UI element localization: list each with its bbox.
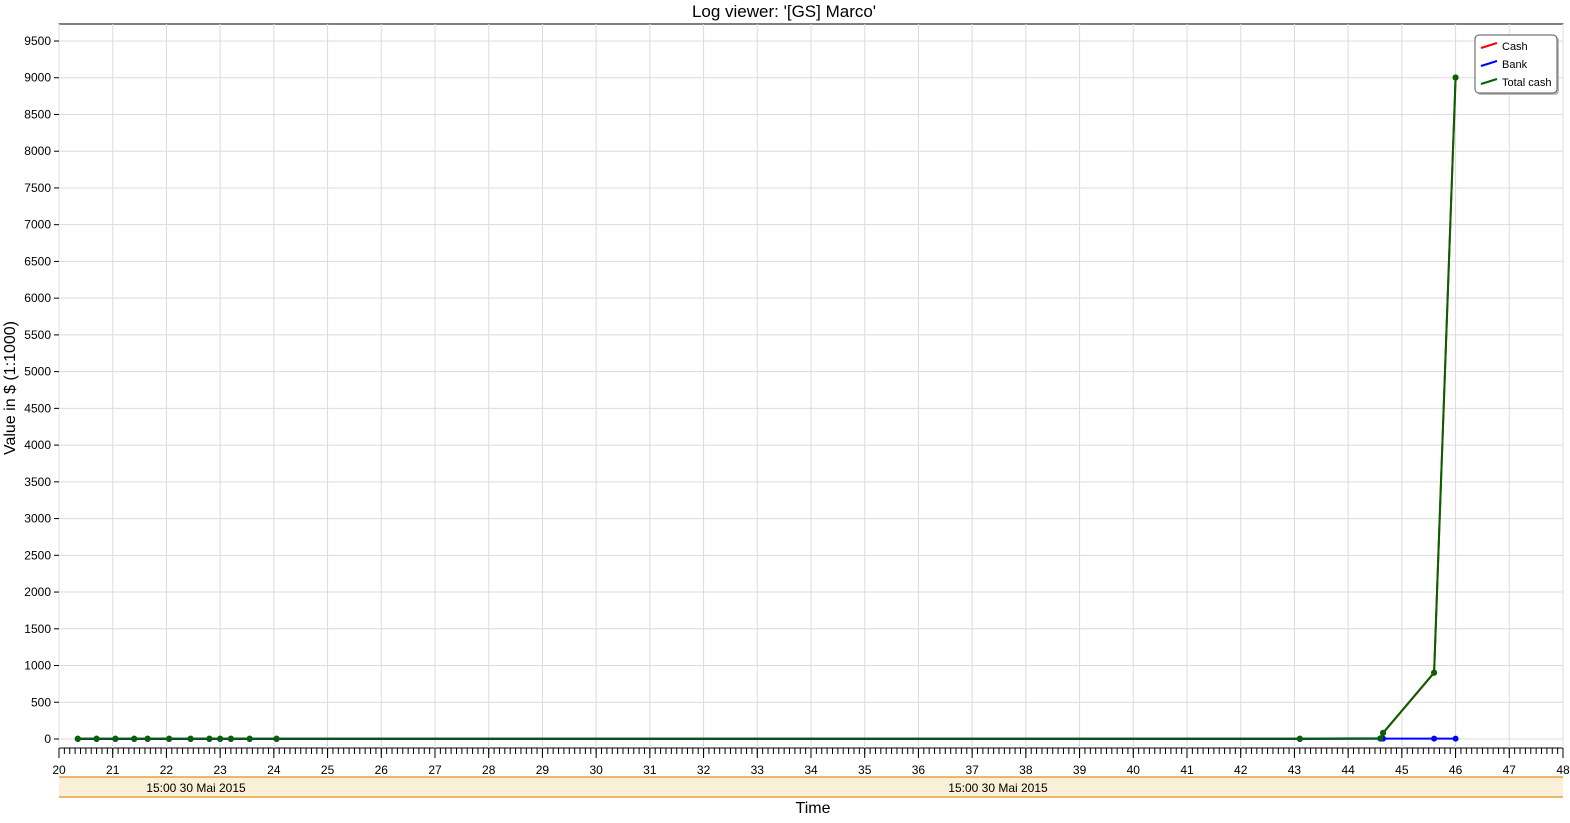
x-tick-label: 27	[428, 763, 442, 777]
data-point[interactable]	[1297, 736, 1303, 742]
x-tick-label: 43	[1288, 763, 1302, 777]
data-point[interactable]	[166, 736, 172, 742]
x-axis-label: Time	[796, 800, 831, 817]
data-point[interactable]	[112, 736, 118, 742]
y-tick-label: 5500	[24, 328, 51, 342]
date-band-background	[59, 777, 1563, 797]
data-point[interactable]	[1431, 670, 1437, 676]
y-tick-label: 2500	[24, 548, 51, 562]
x-tick-label: 26	[375, 763, 389, 777]
y-tick-label: 0	[44, 732, 51, 746]
y-tick-label: 9000	[24, 71, 51, 85]
data-point[interactable]	[206, 736, 212, 742]
data-point[interactable]	[1377, 735, 1383, 741]
x-tick-label: 24	[267, 763, 281, 777]
legend[interactable]: Cash Bank Total cash	[1475, 35, 1559, 95]
data-point[interactable]	[94, 736, 100, 742]
y-tick-label: 8500	[24, 107, 51, 121]
data-point[interactable]	[131, 736, 137, 742]
y-tick-label: 8000	[24, 144, 51, 158]
data-point[interactable]	[75, 736, 81, 742]
x-tick-label: 21	[106, 763, 120, 777]
date-band-label: 15:00 30 Mai 2015	[146, 781, 246, 795]
data-point[interactable]	[1431, 736, 1437, 742]
y-tick-label: 7500	[24, 181, 51, 195]
x-tick-label: 42	[1234, 763, 1248, 777]
y-tick-label: 5000	[24, 365, 51, 379]
chart-title: Log viewer: '[GS] Marco'	[692, 2, 876, 21]
y-tick-label: 6500	[24, 254, 51, 268]
x-tick-label: 38	[1019, 763, 1033, 777]
x-tick-label: 30	[589, 763, 603, 777]
x-tick-label: 32	[697, 763, 711, 777]
legend-label: Cash	[1502, 41, 1528, 53]
x-tick-label: 46	[1449, 763, 1463, 777]
data-point[interactable]	[228, 736, 234, 742]
data-point[interactable]	[1453, 74, 1459, 80]
y-tick-label: 3500	[24, 475, 51, 489]
legend-label: Bank	[1502, 59, 1528, 71]
y-tick-label: 500	[31, 695, 51, 709]
y-tick-label: 2000	[24, 585, 51, 599]
x-tick-label: 37	[965, 763, 979, 777]
x-tick-label: 25	[321, 763, 335, 777]
y-tick-label: 3000	[24, 512, 51, 526]
x-tick-label: 40	[1127, 763, 1141, 777]
x-tick-label: 33	[751, 763, 765, 777]
legend-label: Total cash	[1502, 77, 1552, 89]
x-tick-label: 35	[858, 763, 872, 777]
data-point[interactable]	[145, 736, 151, 742]
data-point[interactable]	[217, 736, 223, 742]
x-tick-label: 48	[1556, 763, 1570, 777]
x-tick-label: 22	[160, 763, 174, 777]
x-tick-label: 29	[536, 763, 550, 777]
x-tick-label: 28	[482, 763, 496, 777]
x-tick-label: 45	[1395, 763, 1409, 777]
data-point[interactable]	[1453, 736, 1459, 742]
x-tick-label: 41	[1180, 763, 1194, 777]
y-tick-label: 1000	[24, 659, 51, 673]
x-tick-label: 39	[1073, 763, 1087, 777]
data-point[interactable]	[188, 736, 194, 742]
data-point[interactable]	[1380, 730, 1386, 736]
x-tick-label: 36	[912, 763, 926, 777]
data-point[interactable]	[247, 736, 253, 742]
y-tick-label: 1500	[24, 622, 51, 636]
y-tick-label: 4500	[24, 401, 51, 415]
x-tick-label: 31	[643, 763, 657, 777]
y-tick-label: 4000	[24, 438, 51, 452]
x-tick-label: 20	[52, 763, 66, 777]
date-band-label: 15:00 30 Mai 2015	[948, 781, 1048, 795]
x-tick-label: 47	[1503, 763, 1517, 777]
y-tick-label: 7000	[24, 218, 51, 232]
x-tick-label: 34	[804, 763, 818, 777]
y-tick-label: 6000	[24, 291, 51, 305]
y-axis-label: Value in $ (1:1000)	[2, 321, 19, 455]
data-point[interactable]	[274, 736, 280, 742]
grid	[59, 24, 1563, 748]
x-tick-label: 44	[1341, 763, 1355, 777]
x-tick-label: 23	[213, 763, 227, 777]
date-band: 15:00 30 Mai 2015 15:00 30 Mai 2015	[59, 777, 1563, 797]
y-tick-label: 9500	[24, 34, 51, 48]
